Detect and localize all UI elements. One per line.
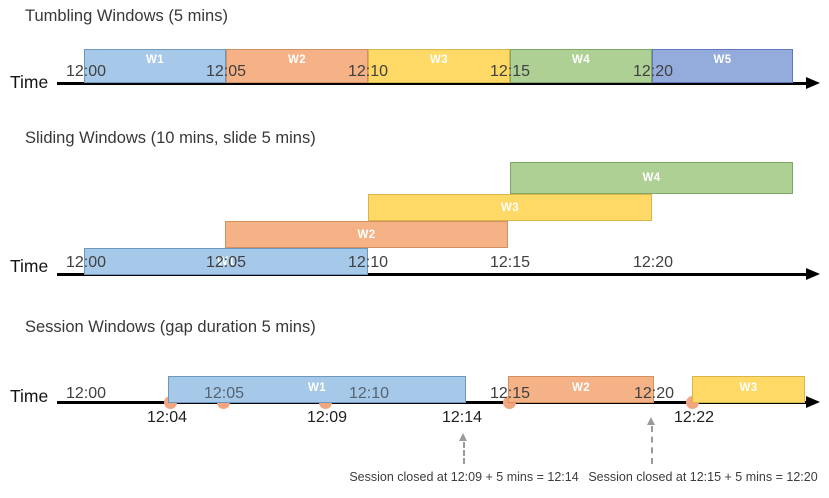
sliding-window-w2: W2 bbox=[225, 221, 508, 248]
window-label: W3 bbox=[500, 201, 520, 214]
event-time-1209: 12:09 bbox=[306, 409, 348, 426]
session-close-note-1: Session closed at 12:09 + 5 mins = 12:14 bbox=[349, 470, 579, 484]
window-label: W4 bbox=[642, 172, 661, 184]
sliding-axis-label: Time bbox=[10, 256, 49, 276]
window-label: W3 bbox=[739, 381, 758, 394]
tumbling-window-w4: W4 bbox=[510, 49, 652, 83]
sliding-tick-1215: 12:15 bbox=[489, 254, 531, 271]
sliding-arrowhead-icon bbox=[806, 268, 820, 280]
tumbling-window-w3: W3 bbox=[368, 49, 510, 83]
session-close-arrow-line bbox=[463, 442, 465, 464]
window-label: W5 bbox=[713, 54, 732, 66]
sliding-title: Sliding Windows (10 mins, slide 5 mins) bbox=[25, 129, 316, 147]
tumbling-arrowhead-icon bbox=[806, 77, 820, 89]
session-tick-1205: 12:05 bbox=[203, 385, 245, 402]
window-label: W2 bbox=[571, 381, 591, 394]
sliding-tick-1220: 12:20 bbox=[632, 254, 674, 271]
tumbling-tick-1200: 12:00 bbox=[65, 63, 107, 80]
tumbling-window-w2: W2 bbox=[226, 49, 368, 83]
event-time-1222: 12:22 bbox=[673, 409, 715, 426]
tumbling-tick-1215: 12:15 bbox=[489, 63, 531, 80]
session-window-w1: W1 bbox=[168, 376, 466, 403]
session-tick-1215: 12:15 bbox=[489, 385, 531, 402]
window-label: W2 bbox=[357, 228, 376, 241]
sliding-window-w3: W3 bbox=[368, 194, 652, 221]
window-label: W4 bbox=[571, 54, 591, 66]
tumbling-window-w5: W5 bbox=[652, 49, 793, 83]
session-axis-label: Time bbox=[10, 386, 49, 406]
event-time-1214: 12:14 bbox=[441, 409, 483, 426]
session-window-w3: W3 bbox=[692, 376, 805, 403]
sliding-tick-1210: 12:10 bbox=[347, 254, 389, 271]
window-label: W1 bbox=[145, 54, 165, 66]
tumbling-title: Tumbling Windows (5 mins) bbox=[25, 7, 228, 25]
tumbling-axis-label: Time bbox=[10, 72, 49, 92]
session-tick-1200: 12:00 bbox=[65, 385, 107, 402]
session-close-arrow-icon bbox=[459, 433, 467, 441]
sliding-tick-1200: 12:00 bbox=[65, 254, 107, 271]
window-label: W2 bbox=[287, 54, 307, 66]
window-label: W1 bbox=[216, 255, 236, 268]
sliding-tick-1205: 12:05 bbox=[205, 254, 247, 271]
tumbling-tick-1220: 12:20 bbox=[632, 63, 674, 80]
window-label: W1 bbox=[307, 381, 327, 394]
sliding-timeline bbox=[57, 273, 807, 276]
tumbling-tick-1210: 12:10 bbox=[347, 63, 389, 80]
sliding-window-w1: W1 bbox=[84, 248, 368, 275]
session-title: Session Windows (gap duration 5 mins) bbox=[25, 318, 316, 336]
tumbling-window-w1: W1 bbox=[84, 49, 226, 83]
session-close-note-2: Session closed at 12:15 + 5 mins = 12:20 bbox=[588, 470, 818, 484]
session-arrowhead-icon bbox=[806, 396, 820, 408]
tumbling-timeline bbox=[57, 82, 807, 85]
window-label: W3 bbox=[429, 54, 449, 66]
session-close-arrow-icon bbox=[647, 417, 655, 425]
session-window-w2: W2 bbox=[508, 376, 654, 403]
session-tick-1210: 12:10 bbox=[348, 385, 390, 402]
sliding-window-w4: W4 bbox=[510, 162, 793, 194]
event-time-1204: 12:04 bbox=[146, 409, 188, 426]
session-tick-1220: 12:20 bbox=[633, 385, 675, 402]
tumbling-tick-1205: 12:05 bbox=[205, 63, 247, 80]
session-close-arrow-line bbox=[651, 426, 653, 464]
